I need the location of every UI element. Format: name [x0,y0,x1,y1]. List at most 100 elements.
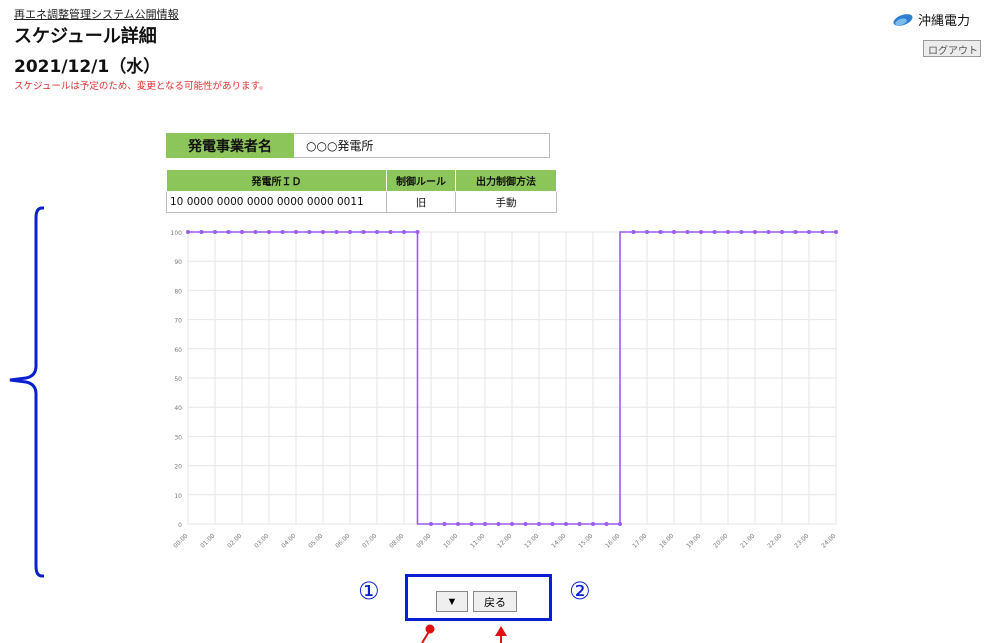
data-point [429,522,433,526]
page-title: スケジュール詳細 [14,26,157,47]
okiden-logo-icon [893,13,913,26]
data-point [199,230,204,234]
data-point [213,230,217,234]
data-point [807,230,811,234]
data-point [618,522,622,526]
output-schedule-chart: 0 10 20 30 40 50 60 70 80 90 100 00:00 01:00 02:00 03:… [171,230,838,550]
y-tick-label: 20 [174,464,182,471]
data-point [564,522,568,526]
data-point [321,230,325,234]
data-point [658,230,663,234]
company-row: 発電事業者名 ○○○発電所 [166,133,550,158]
x-tick-label: 19:00 [685,532,702,549]
data-point [375,230,379,234]
data-point [672,230,676,234]
y-tick-label: 100 [171,230,183,237]
data-point [402,230,406,234]
y-tick-label: 60 [174,347,182,354]
data-point [820,230,825,234]
x-tick-label: 01:00 [199,532,216,549]
annotation-marker-1: ① [358,577,380,605]
x-tick-label: 12:00 [496,532,513,549]
data-point [739,230,744,234]
red-pointer-annotation [421,624,507,643]
chart-bracket-annotation [9,206,44,578]
x-tick-label: 06:00 [334,532,351,549]
data-point [537,522,541,526]
data-point [267,230,271,234]
x-tick-label: 03:00 [253,532,270,549]
next-day-button[interactable]: ▼ [436,591,468,612]
data-point [294,230,298,234]
annotation-marker-2: ② [569,577,591,605]
data-point [834,230,838,234]
data-point [726,230,730,234]
brand-logo: 沖縄電力 [892,10,970,29]
company-label: 発電事業者名 [166,133,294,158]
back-button[interactable]: 戻る [473,591,517,612]
table-row: 10 0000 0000 0000 0000 0000 0011 旧 手動 [166,191,557,213]
data-point [469,522,474,526]
x-tick-label: 08:00 [388,532,405,549]
nav-annotation-box [405,574,552,621]
data-point [645,230,649,234]
data-point [577,522,582,526]
data-point [483,522,487,526]
data-point [712,230,717,234]
data-point [226,230,231,234]
data-point [780,230,784,234]
x-tick-label: 05:00 [307,532,324,549]
data-point [334,230,339,234]
y-tick-label: 40 [174,405,182,412]
x-tick-label: 15:00 [577,532,594,549]
data-point [240,230,244,234]
schedule-date: 2021/12/1（水） [14,57,161,77]
x-tick-label: 07:00 [361,532,378,549]
x-tick-label: 04:00 [280,532,297,549]
breadcrumb[interactable]: 再エネ調整管理システム公開情報 [14,8,179,21]
data-point [442,522,447,526]
x-tick-label: 22:00 [766,532,783,549]
data-point [685,230,690,234]
data-point [523,522,528,526]
company-value: ○○○発電所 [294,133,550,158]
y-tick-label: 80 [174,288,182,295]
y-tick-label: 10 [174,493,182,500]
y-tick-label: 0 [178,522,182,529]
y-tick-label: 50 [174,376,182,383]
data-point [388,230,393,234]
control-rule-cell: 旧 [386,191,456,213]
plant-table-header: 発電所ＩＤ 制御ルール 出力制御方法 [166,169,557,192]
y-tick-label: 70 [174,318,182,325]
x-tick-label: 14:00 [550,532,567,549]
data-point [307,230,312,234]
data-point [415,230,420,234]
header-control-rule: 制御ルール [386,169,456,192]
logout-button[interactable]: ログアウト [923,40,981,57]
x-tick-label: 17:00 [631,532,648,549]
plant-id-cell: 10 0000 0000 0000 0000 0000 0011 [166,191,387,213]
data-point [550,522,555,526]
x-tick-label: 20:00 [712,532,729,549]
data-point [604,522,609,526]
data-point [699,230,703,234]
data-point [496,522,501,526]
x-tick-label: 24:00 [820,532,837,549]
data-point [280,230,285,234]
data-point [361,230,366,234]
x-tick-label: 23:00 [793,532,810,549]
y-tick-label: 90 [174,259,182,266]
data-point [253,230,258,234]
schedule-notice: スケジュールは予定のため、変更となる可能性があります。 [14,81,269,92]
header-plant-id: 発電所ＩＤ [166,169,387,192]
data-point [510,522,514,526]
data-point [766,230,771,234]
plant-table: 発電所ＩＤ 制御ルール 出力制御方法 10 0000 0000 0000 000… [166,169,557,213]
x-tick-label: 11:00 [469,532,486,549]
y-tick-label: 30 [174,434,182,441]
x-tick-label: 16:00 [604,532,621,549]
header-control-method: 出力制御方法 [455,169,557,192]
x-tick-label: 00:00 [172,532,189,549]
data-point [186,230,190,234]
x-tick-label: 21:00 [739,532,756,549]
